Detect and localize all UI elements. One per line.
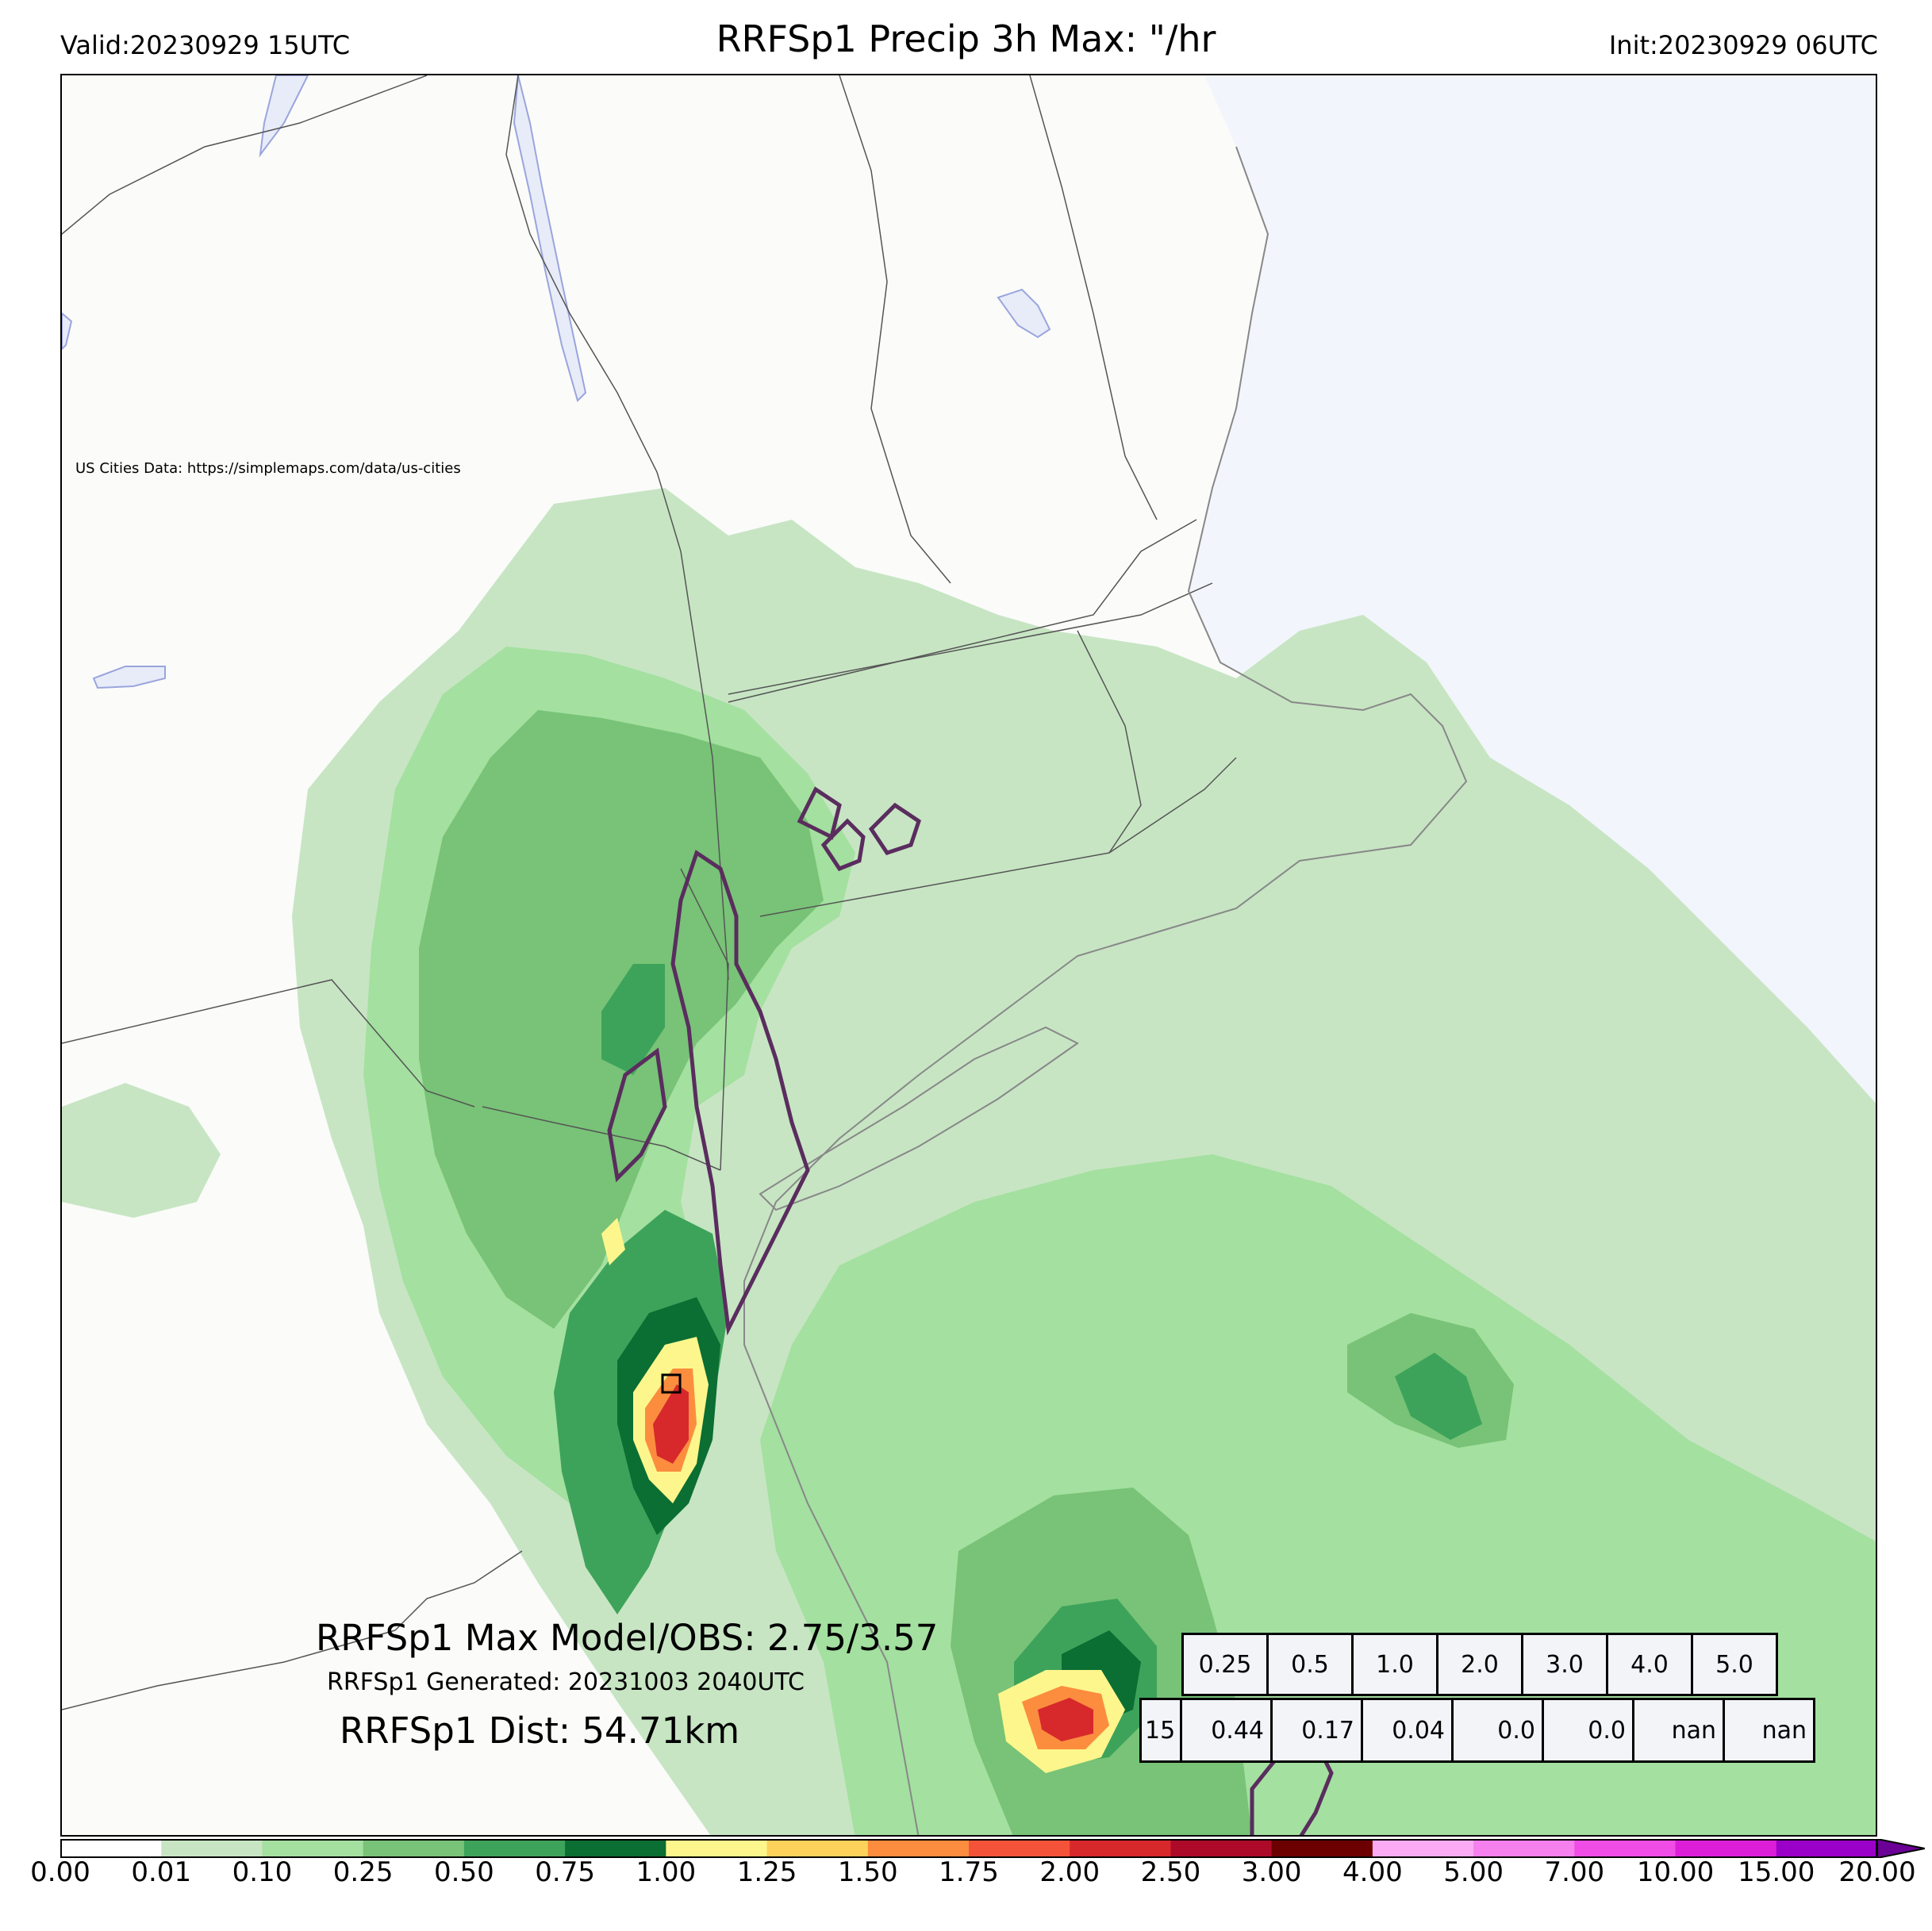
colorbar-segment [463,1839,566,1858]
score-cell: nan [1723,1698,1815,1763]
threshold-cell: 0.25 [1181,1633,1269,1696]
map-panel: US Cities Data: https://simplemaps.com/d… [60,74,1877,1837]
threshold-cell: 3.0 [1521,1633,1608,1696]
score-cell: nan [1632,1698,1725,1763]
colorbar-tick-label: 0.25 [332,1856,394,1888]
precip-0.50-d [1395,1353,1482,1440]
colorbar-tick-label: 2.00 [1039,1856,1100,1888]
precip-1.00-c [601,1218,625,1265]
colorbar-segment [666,1839,768,1858]
colorbar-frame [60,1839,1877,1858]
score-cell: 0.44 [1180,1698,1273,1763]
max-location-marker [661,1373,682,1394]
colorbar-segment [766,1839,869,1858]
lake-west [92,666,166,689]
threshold-row: 0.25 0.5 1.0 2.0 3.0 4.0 5.0 [1181,1633,1778,1696]
colorbar-segment [1271,1839,1373,1858]
colorbar-tick-label: 7.00 [1544,1856,1605,1888]
colorbar-segment [867,1839,970,1858]
colorbar-tick-label: 1.50 [837,1856,898,1888]
colorbar-segment [1473,1839,1575,1858]
colorbar-segment [1372,1839,1474,1858]
colorbar-tick-label: 2.50 [1140,1856,1201,1888]
precip-0.50-b [601,964,665,1075]
colorbar-segment [1675,1839,1777,1858]
score-cell: 0.04 [1361,1698,1454,1763]
coastline [743,146,1468,1835]
cities-credit: US Cities Data: https://simplemaps.com/d… [75,460,461,477]
colorbar-tick-label: 0.50 [434,1856,494,1888]
colorbar-segment [565,1839,666,1858]
colorbar-segment [161,1839,263,1858]
threshold-cell: 2.0 [1436,1633,1523,1696]
threshold-cell: 0.5 [1266,1633,1354,1696]
precip-map [62,75,1876,1835]
colorbar-tick-label: 0.00 [30,1856,90,1888]
lake-champlain [513,75,587,402]
colorbar-tick-label: 0.10 [232,1856,293,1888]
threshold-cell: 5.0 [1691,1633,1778,1696]
state-borders [62,75,1237,1710]
generated-time: RRFSp1 Generated: 20231003 2040UTC [327,1668,805,1696]
long-island [759,1026,1079,1211]
colorbar-segment [1170,1839,1273,1858]
colorbar-segment [1776,1839,1878,1858]
score-row-label: 15 [1139,1698,1182,1763]
colorbar-segment [363,1839,465,1858]
colorbar-tick-label: 10.00 [1636,1856,1715,1888]
colorbar-labels: 0.00 0.01 0.10 0.25 0.50 0.75 1.00 1.25 1.50 1.75… [0,1856,1932,1904]
colorbar-tick-label: 3.00 [1241,1856,1302,1888]
lake-winnipesaukee [997,288,1051,339]
colorbar-tick-label: 4.00 [1342,1856,1403,1888]
threshold-cell: 4.0 [1606,1633,1693,1696]
threshold-cell: 1.0 [1351,1633,1438,1696]
colorbar-tick-label: 1.75 [939,1856,999,1888]
score-row: 15 0.44 0.17 0.04 0.0 0.0 nan nan [1139,1698,1815,1763]
precip-0.01-b [62,1083,221,1218]
init-time: Init:20230929 06UTC [1608,30,1878,60]
colorbar-segment [969,1839,1070,1858]
colorbar-extend [1876,1839,1925,1858]
lake-george [259,75,309,158]
colorbar-tick-label: 15.00 [1738,1856,1815,1888]
valid-time: Valid:20230929 15UTC [60,30,351,60]
colorbar-segment [1574,1839,1677,1858]
score-table: 15 0.44 0.17 0.04 0.0 0.0 nan nan [1139,1698,1815,1763]
precip-2.00-b [1038,1698,1093,1741]
max-model-obs: RRFSp1 Max Model/OBS: 2.75/3.57 [316,1617,939,1659]
colorbar-segment [1070,1839,1171,1858]
colorbar-tick-label: 1.00 [636,1856,697,1888]
threshold-table: 0.25 0.5 1.0 2.0 3.0 4.0 5.0 [1181,1633,1778,1696]
colorbar-tick-label: 5.00 [1443,1856,1504,1888]
colorbar-segment [262,1839,364,1858]
score-cell: 0.0 [1451,1698,1544,1763]
colorbar-tick-label: 0.01 [131,1856,192,1888]
colorbar-tick-label: 1.25 [736,1856,797,1888]
distance: RRFSp1 Dist: 54.71km [340,1710,740,1752]
score-cell: 0.0 [1542,1698,1634,1763]
colorbar-tick-label: 20.00 [1838,1856,1916,1888]
plot-title: RRFSp1 Precip 3h Max: "/hr [716,17,1216,60]
lake-left [62,312,73,351]
colorbar-segment [60,1839,162,1858]
precip-2.00 [653,1384,689,1464]
colorbar-tick-label: 0.75 [535,1856,595,1888]
colorbar [60,1839,1925,1858]
score-cell: 0.17 [1270,1698,1363,1763]
